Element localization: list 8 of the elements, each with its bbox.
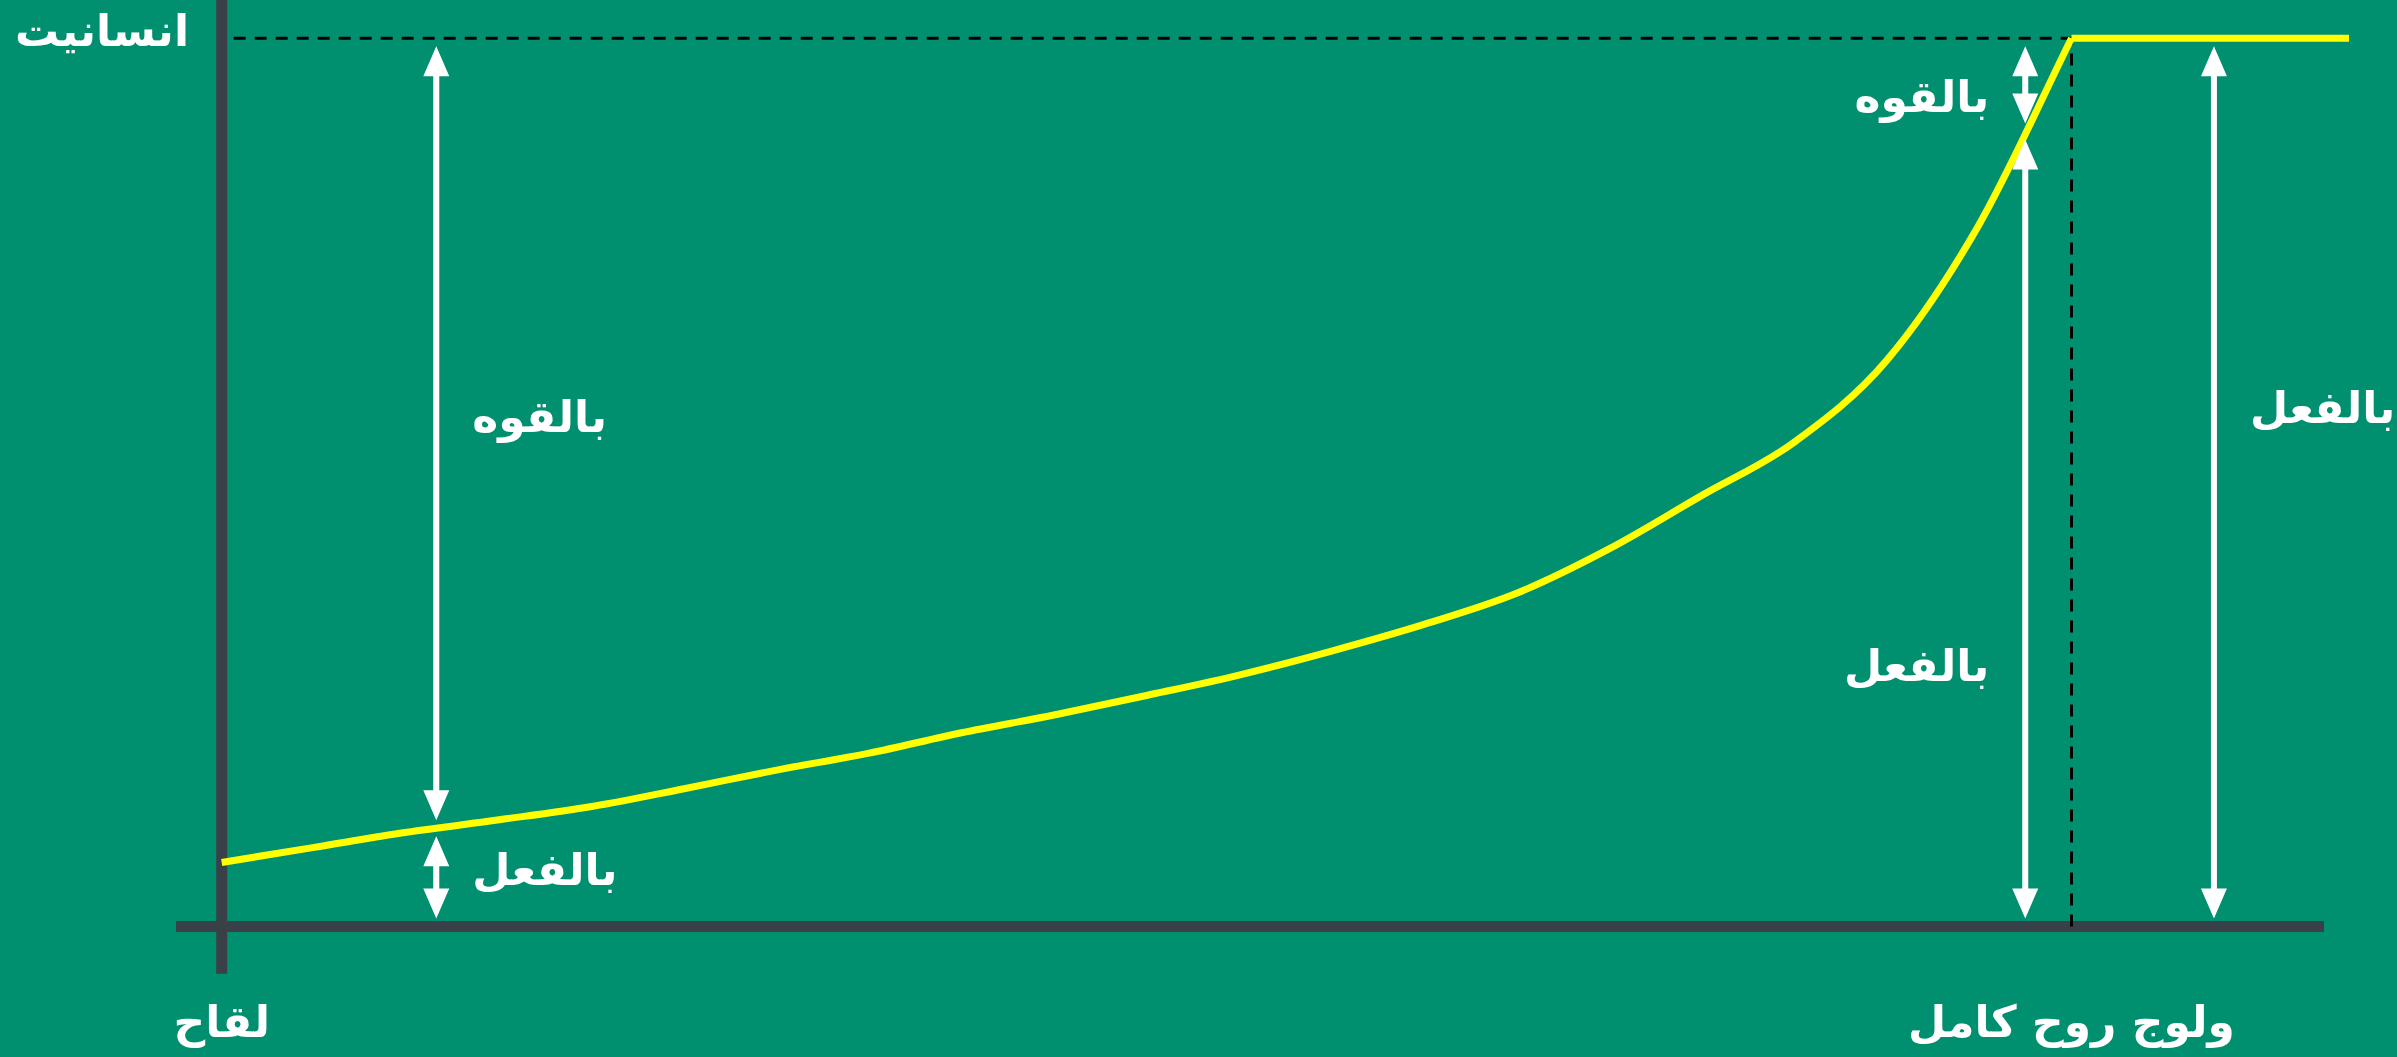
annotation: بالفعل xyxy=(472,844,618,896)
x-tick-label: ولوج روح کامل xyxy=(1908,996,2235,1047)
annotation: بالفعل xyxy=(1843,639,1990,691)
annotation: بالقوه xyxy=(472,391,608,443)
annotation: بالفعل xyxy=(2249,382,2396,434)
annotation: بالقوه xyxy=(1854,71,1990,123)
ref-line-label: انسانیت xyxy=(15,5,189,56)
x-tick-label: لقاح xyxy=(173,996,270,1047)
